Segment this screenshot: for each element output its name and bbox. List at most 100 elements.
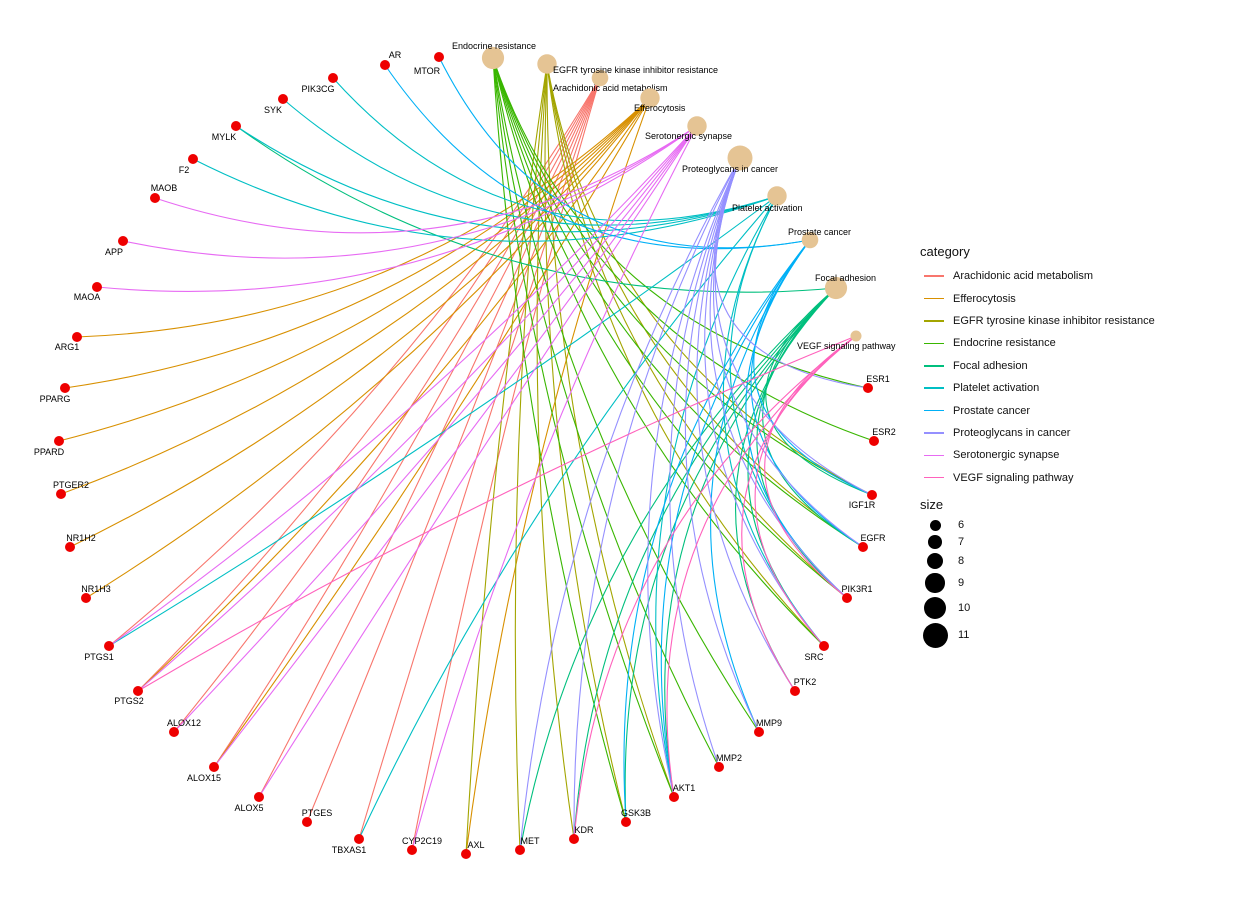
category-node[interactable]: [537, 54, 557, 74]
gene-node[interactable]: [328, 73, 338, 83]
gene-node[interactable]: [169, 727, 179, 737]
category-node[interactable]: [850, 330, 862, 342]
category-node[interactable]: [687, 116, 707, 136]
gene-node[interactable]: [714, 762, 724, 772]
legend-size-item: 9: [920, 571, 1155, 594]
category-node[interactable]: [801, 231, 819, 249]
legend-size-item: 8: [920, 551, 1155, 572]
edge-cyp2c19: [411, 125, 698, 851]
gene-node[interactable]: [54, 436, 64, 446]
category-node[interactable]: [591, 69, 609, 87]
edge-ptgs2: [137, 335, 857, 692]
legend-line-swatch: [924, 454, 944, 457]
edge-esr2: [492, 57, 875, 442]
legend-size-item: 10: [920, 595, 1155, 621]
gene-node[interactable]: [669, 792, 679, 802]
size-dot: [928, 534, 942, 549]
gene-node[interactable]: [104, 641, 114, 651]
legend-item-label: Efferocytosis: [953, 292, 1016, 305]
edge-ptk2: [741, 335, 857, 692]
edge-mmp2: [492, 57, 720, 768]
category-node[interactable]: [824, 276, 848, 300]
legend-item-label: Prostate cancer: [953, 404, 1031, 417]
gene-label: PIK3CG: [301, 84, 334, 94]
gene-node[interactable]: [858, 542, 868, 552]
legend-line-swatch: [924, 342, 944, 345]
gene-node[interactable]: [867, 490, 877, 500]
edge-mmp2: [669, 157, 741, 768]
gene-node[interactable]: [56, 489, 66, 499]
gene-node[interactable]: [515, 845, 525, 855]
edge-egfr: [492, 57, 864, 548]
category-node[interactable]: [727, 145, 753, 171]
gene-node[interactable]: [380, 60, 390, 70]
gene-label: NR1H3: [81, 584, 111, 594]
gene-node[interactable]: [231, 121, 241, 131]
gene-node[interactable]: [461, 849, 471, 859]
edge-akt1: [492, 57, 675, 798]
edge-ptger2: [60, 97, 651, 495]
edge-akt1: [666, 335, 857, 798]
category-label: Platelet activation: [732, 203, 803, 213]
gene-label: NR1H2: [66, 533, 96, 543]
gene-label: F2: [179, 165, 190, 175]
gene-node[interactable]: [65, 542, 75, 552]
gene-node[interactable]: [209, 762, 219, 772]
category-node[interactable]: [640, 88, 660, 108]
legend-line-swatch: [924, 365, 944, 367]
size-dot: [926, 552, 944, 570]
gene-node[interactable]: [72, 332, 82, 342]
gene-node[interactable]: [133, 686, 143, 696]
legend-line-swatch: [924, 297, 944, 300]
legend-line-swatch: [924, 476, 944, 479]
gene-node[interactable]: [60, 383, 70, 393]
edge-pik3r1: [709, 157, 848, 599]
legend-item: Arachidonic acid metabolism: [920, 265, 1155, 287]
edge-ptgs1: [108, 125, 698, 647]
gene-node[interactable]: [863, 383, 873, 393]
edge-igf1r: [492, 57, 873, 496]
edge-akt1: [655, 195, 778, 798]
size-dot: [925, 573, 945, 593]
gene-node[interactable]: [407, 845, 417, 855]
gene-label: PPARG: [40, 394, 71, 404]
gene-label: MAOA: [74, 292, 101, 302]
gene-label: MYLK: [212, 132, 237, 142]
gene-node[interactable]: [188, 154, 198, 164]
gene-node[interactable]: [92, 282, 102, 292]
gene-node[interactable]: [278, 94, 288, 104]
gene-node[interactable]: [302, 817, 312, 827]
category-node[interactable]: [767, 186, 787, 206]
edge-egfr: [762, 287, 864, 548]
gene-node[interactable]: [81, 593, 91, 603]
gene-label: IGF1R: [849, 500, 876, 510]
edge-kdr: [573, 335, 857, 840]
legend-item: Focal adhesion: [920, 355, 1155, 377]
edge-src: [754, 335, 857, 647]
gene-label: PTGER2: [53, 480, 89, 490]
gene-label: SYK: [264, 105, 282, 115]
edge-alox12: [173, 77, 601, 733]
gene-node[interactable]: [569, 834, 579, 844]
gene-label: AKT1: [673, 783, 696, 793]
gene-node[interactable]: [869, 436, 879, 446]
gene-node[interactable]: [150, 193, 160, 203]
size-label: 9: [958, 576, 965, 589]
edge-ptk2: [696, 157, 796, 692]
legend-line-swatch: [924, 320, 944, 322]
category-node[interactable]: [481, 46, 505, 70]
gene-node[interactable]: [790, 686, 800, 696]
gene-node[interactable]: [254, 792, 264, 802]
gene-node[interactable]: [621, 817, 631, 827]
gene-node[interactable]: [754, 727, 764, 737]
legend-size-list: 6 7 8 9 10 11: [920, 518, 1155, 650]
gene-node[interactable]: [354, 834, 364, 844]
gene-node[interactable]: [434, 52, 444, 62]
gene-node[interactable]: [819, 641, 829, 651]
size-label: 8: [958, 555, 965, 567]
gene-label: SRC: [804, 652, 824, 662]
gene-node[interactable]: [842, 593, 852, 603]
edges-layer: [58, 56, 875, 855]
gene-label: PTGS1: [84, 652, 114, 662]
gene-node[interactable]: [118, 236, 128, 246]
